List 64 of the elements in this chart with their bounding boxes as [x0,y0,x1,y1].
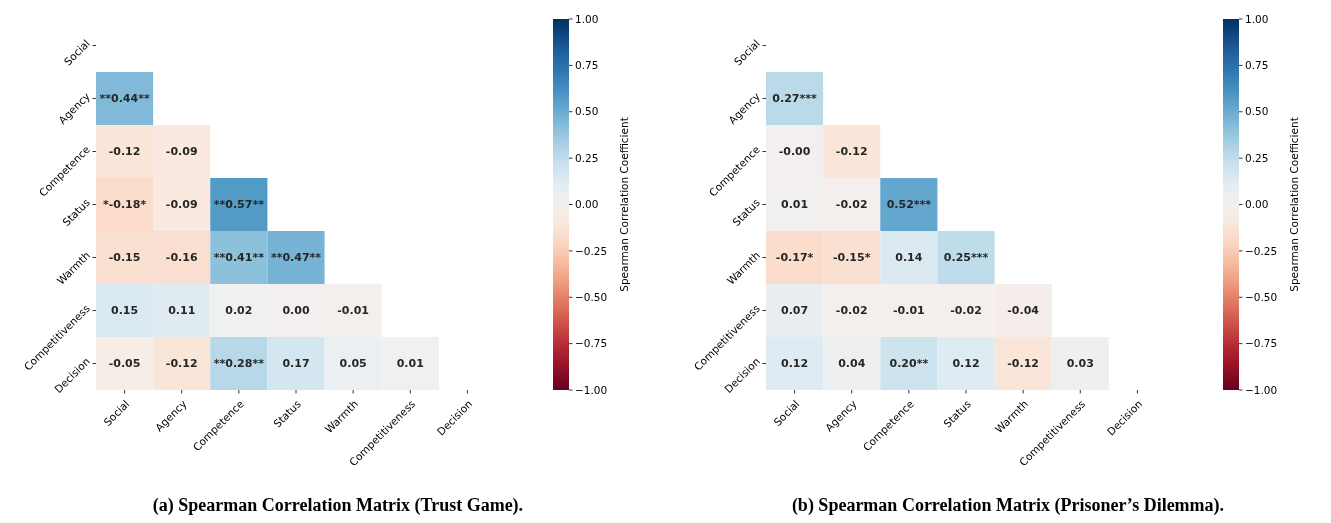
data-label: -0.12 [108,145,141,159]
data-label: 0.02 [225,304,253,318]
data-label: -0.02 [835,198,868,212]
color-bar-label: 0.75 [575,59,599,72]
data-label: *-0.18* [102,198,147,212]
color-bar-label: −0.50 [575,290,608,303]
data-label: -0.01 [337,304,369,318]
data-label: -0.09 [165,145,198,159]
data-label: -0.15 [108,251,141,265]
color-bar-title: Spearman Correlation Coefficient [617,117,630,292]
data-label: 0.07 [781,304,809,318]
data-label: -0.12 [165,357,198,371]
data-label: -0.02 [950,304,982,318]
color-bar-label: −0.25 [1245,244,1278,257]
data-label: 0.27*** [772,92,818,106]
data-label: -0.01 [893,304,925,318]
color-bar-label: 1.00 [1245,12,1269,25]
color-bar-label: 0.75 [1245,59,1269,72]
data-label: 0.04 [838,357,866,371]
text: (b) Spearman Correlation Matrix (Prisoner’s Dilemma). [791,495,1225,516]
data-label: 0.17 [282,357,310,371]
data-label: **0.47** [270,251,322,265]
data-label: 0.12 [781,357,809,371]
data-label: -0.16 [165,251,198,265]
color-bar-label: 0.50 [575,105,599,118]
color-bar-label: −0.75 [575,337,608,350]
data-label: 0.01 [781,198,809,212]
text: (a) Spearman Correlation Matrix (Trust Game). [152,495,524,516]
data-label: -0.02 [835,304,868,318]
color-bar-label: 0.25 [1245,151,1269,164]
data-label: 0.11 [168,304,196,318]
color-bar-label: 0.00 [575,198,599,211]
data-label: -0.12 [835,145,868,159]
data-label: 0.05 [339,357,367,371]
data-label: **0.44** [99,92,150,106]
data-label: **0.57** [213,198,265,212]
data-label: -0.05 [108,357,141,371]
data-label: -0.12 [1007,357,1039,371]
data-label: 0.03 [1066,357,1094,371]
data-label: 0.52*** [886,198,932,212]
color-bar-label: −0.25 [575,244,608,257]
data-label: 0.20** [889,357,929,371]
data-label: 0.14 [895,251,923,265]
data-label: 0.12 [952,357,980,371]
color-bar-label: 0.50 [1245,105,1269,118]
color-bar-label: 1.00 [575,12,599,25]
data-label: -0.17* [775,251,814,265]
color-bar-label: −0.50 [1245,290,1278,303]
data-label: 0.15 [111,304,139,318]
color-bar-label: −1.00 [575,383,608,396]
data-label: -0.00 [778,145,811,159]
data-label: 0.25*** [943,251,989,265]
data-label: 0.00 [282,304,310,318]
data-label: -0.09 [165,198,198,212]
data-label: -0.15* [832,251,871,265]
data-label: **0.41** [213,251,265,265]
color-bar-title: Spearman Correlation Coefficient [1287,117,1300,292]
data-label: -0.04 [1007,304,1040,318]
data-label: 0.01 [396,357,424,371]
color-bar-label: 0.00 [1245,198,1269,211]
data-label: **0.28** [213,357,265,371]
color-bar-label: 0.25 [575,151,599,164]
color-bar-label: −1.00 [1245,383,1278,396]
color-bar-label: −0.75 [1245,337,1278,350]
